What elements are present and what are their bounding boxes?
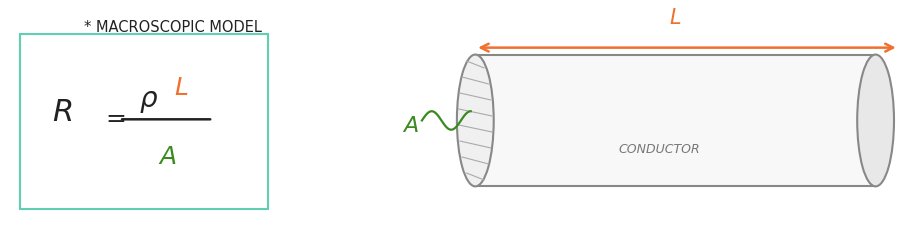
Text: $A$: $A$ — [158, 146, 176, 169]
Text: $L$: $L$ — [174, 77, 189, 100]
Text: $A$: $A$ — [402, 115, 418, 137]
Text: $R$: $R$ — [52, 97, 72, 128]
Text: $=$: $=$ — [101, 106, 126, 128]
Ellipse shape — [857, 55, 894, 186]
Text: $L$: $L$ — [668, 7, 681, 28]
Text: $\rho$: $\rho$ — [139, 88, 159, 115]
Text: * MACROSCOPIC MODEL: * MACROSCOPIC MODEL — [84, 20, 262, 35]
Ellipse shape — [457, 55, 494, 186]
Text: CONDUCTOR: CONDUCTOR — [618, 143, 701, 156]
Bar — [475, 55, 876, 186]
